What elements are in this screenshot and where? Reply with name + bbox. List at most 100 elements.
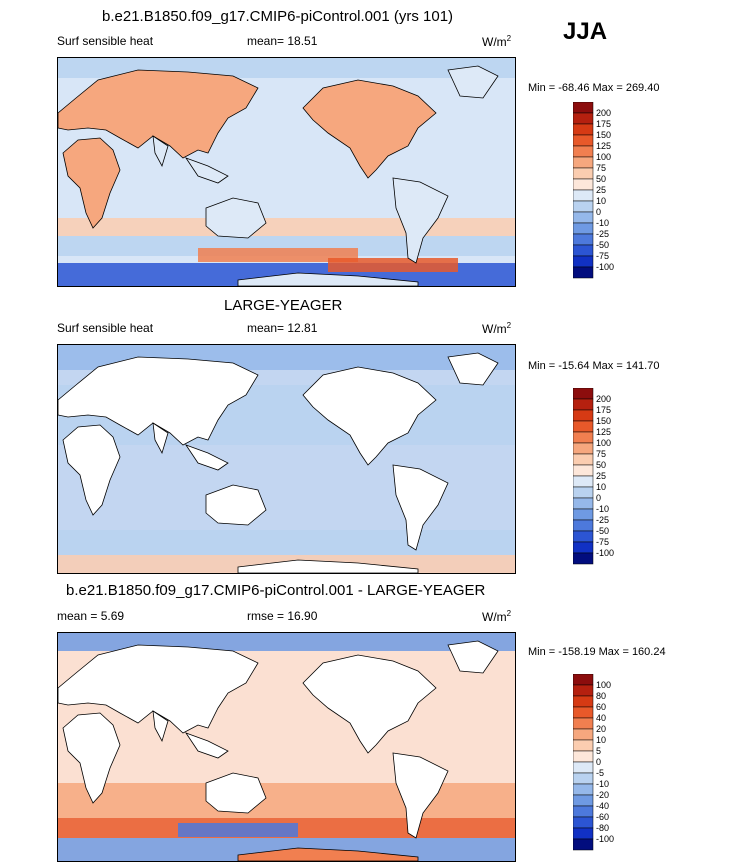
land-australia [205, 772, 267, 814]
colorbar-box [572, 156, 594, 169]
colorbar-tick-label: -10 [596, 218, 609, 228]
colorbar-tick-label: 60 [596, 702, 606, 712]
land-south-america [392, 464, 449, 551]
panel3-rmse-value: 16.90 [287, 609, 318, 623]
colorbar-box [572, 497, 594, 510]
panel2-minmax: Min = -15.64 Max = 141.70 [528, 360, 660, 372]
panel1-minmax: Min = -68.46 Max = 269.40 [528, 82, 660, 94]
land-south-america [392, 752, 449, 839]
colorbar-tick-label: -25 [596, 515, 609, 525]
panel3-title: b.e21.B1850.f09_g17.CMIP6-piControl.001 … [66, 582, 486, 599]
colorbar-tick-label: 200 [596, 108, 611, 118]
colorbar-tick-label: 10 [596, 196, 606, 206]
land-india [152, 710, 169, 743]
colorbar-tick-label: 125 [596, 141, 611, 151]
colorbar-box [572, 673, 594, 686]
colorbar-box [572, 552, 594, 565]
field-band [58, 218, 515, 236]
colorbar-box [572, 794, 594, 807]
colorbar-tick-label: 10 [596, 482, 606, 492]
colorbar-box [572, 728, 594, 741]
colorbar-box [572, 475, 594, 488]
field-band [178, 823, 298, 837]
land-south-america [392, 177, 449, 264]
land-australia [205, 484, 267, 526]
colorbar-box [572, 134, 594, 147]
panel3-map-svg [58, 633, 515, 861]
colorbar-tick-label: 50 [596, 174, 606, 184]
colorbar-tick-label: 175 [596, 119, 611, 129]
panel2-title: LARGE-YEAGER [224, 297, 343, 314]
panel1-map [57, 57, 516, 287]
panel1-units: W/m2 [482, 34, 512, 49]
colorbar-tick-label: -10 [596, 504, 609, 514]
panel2-colorbar: 200 175 150 125 100 75 50 25 10 0 -10 -25 -50 -75 -100 [572, 387, 633, 573]
colorbar-box [572, 189, 594, 202]
land-africa [62, 137, 121, 229]
panel1-title: b.e21.B1850.f09_g17.CMIP6-piControl.001 … [102, 8, 454, 25]
colorbar-box [572, 255, 594, 268]
colorbar-box [572, 530, 594, 543]
colorbar-box [572, 838, 594, 851]
colorbar-tick-label: 0 [596, 493, 601, 503]
colorbar-tick-label: 100 [596, 438, 611, 448]
colorbar-box [572, 453, 594, 466]
panel1-mean-label: mean= 18.51 [247, 34, 318, 48]
colorbar-box [572, 508, 594, 521]
colorbar-tick-label: -75 [596, 537, 609, 547]
panel1-land [58, 65, 499, 286]
colorbar-tick-label: 200 [596, 394, 611, 404]
colorbar-tick-label: -50 [596, 526, 609, 536]
land-eurasia [58, 69, 259, 159]
colorbar-box [572, 409, 594, 422]
colorbar-box [572, 211, 594, 224]
panel2-land [58, 352, 499, 573]
land-greenland [447, 352, 499, 386]
season-label: JJA [563, 18, 608, 45]
colorbar-tick-label: 100 [596, 152, 611, 162]
colorbar-tick-label: 0 [596, 757, 601, 767]
land-se-asia [184, 732, 229, 759]
colorbar-tick-label: 175 [596, 405, 611, 415]
land-africa [62, 424, 121, 516]
colorbar-tick-label: 80 [596, 691, 606, 701]
colorbar-box [572, 200, 594, 213]
land-north-america [302, 366, 437, 466]
land-antarctica [237, 272, 419, 286]
colorbar-tick-label: -25 [596, 229, 609, 239]
panel3-units: W/m2 [482, 609, 512, 624]
land-india [152, 422, 169, 455]
colorbar-tick-label: -75 [596, 251, 609, 261]
colorbar-box [572, 101, 594, 114]
panel3-mean-label: mean = 5.69 [57, 609, 125, 623]
colorbar-box [572, 717, 594, 730]
colorbar-box [572, 123, 594, 136]
colorbar-tick-label: 0 [596, 207, 601, 217]
land-north-america [302, 79, 437, 179]
land-eurasia [58, 644, 259, 734]
colorbar-tick-label: -60 [596, 812, 609, 822]
land-se-asia [184, 444, 229, 471]
colorbar-box [572, 695, 594, 708]
panel2-map [57, 344, 516, 574]
colorbar-box [572, 464, 594, 477]
colorbar-tick-label: -50 [596, 240, 609, 250]
colorbar-box [572, 761, 594, 774]
land-antarctica [237, 847, 419, 861]
land-antarctica [237, 559, 419, 573]
colorbar-tick-label: 40 [596, 713, 606, 723]
land-eurasia [58, 356, 259, 446]
panel3-rmse-label: rmse = 16.90 [247, 609, 318, 623]
panel3-colorbar: 100 80 60 40 20 10 5 0 -5 -10 -20 -40 -60 -80 -100 [572, 673, 633, 859]
colorbar-tick-label: -100 [596, 834, 614, 844]
colorbar-box [572, 420, 594, 433]
panel1-map-svg [58, 58, 515, 286]
colorbar-box [572, 827, 594, 840]
panel1-mean-value: 18.51 [287, 34, 318, 48]
colorbar-tick-label: 5 [596, 746, 601, 756]
colorbar-tick-label: 150 [596, 416, 611, 426]
colorbar-tick-label: 25 [596, 185, 606, 195]
colorbar-tick-label: 25 [596, 471, 606, 481]
colorbar-tick-label: 20 [596, 724, 606, 734]
panel3-minmax: Min = -158.19 Max = 160.24 [528, 646, 666, 658]
